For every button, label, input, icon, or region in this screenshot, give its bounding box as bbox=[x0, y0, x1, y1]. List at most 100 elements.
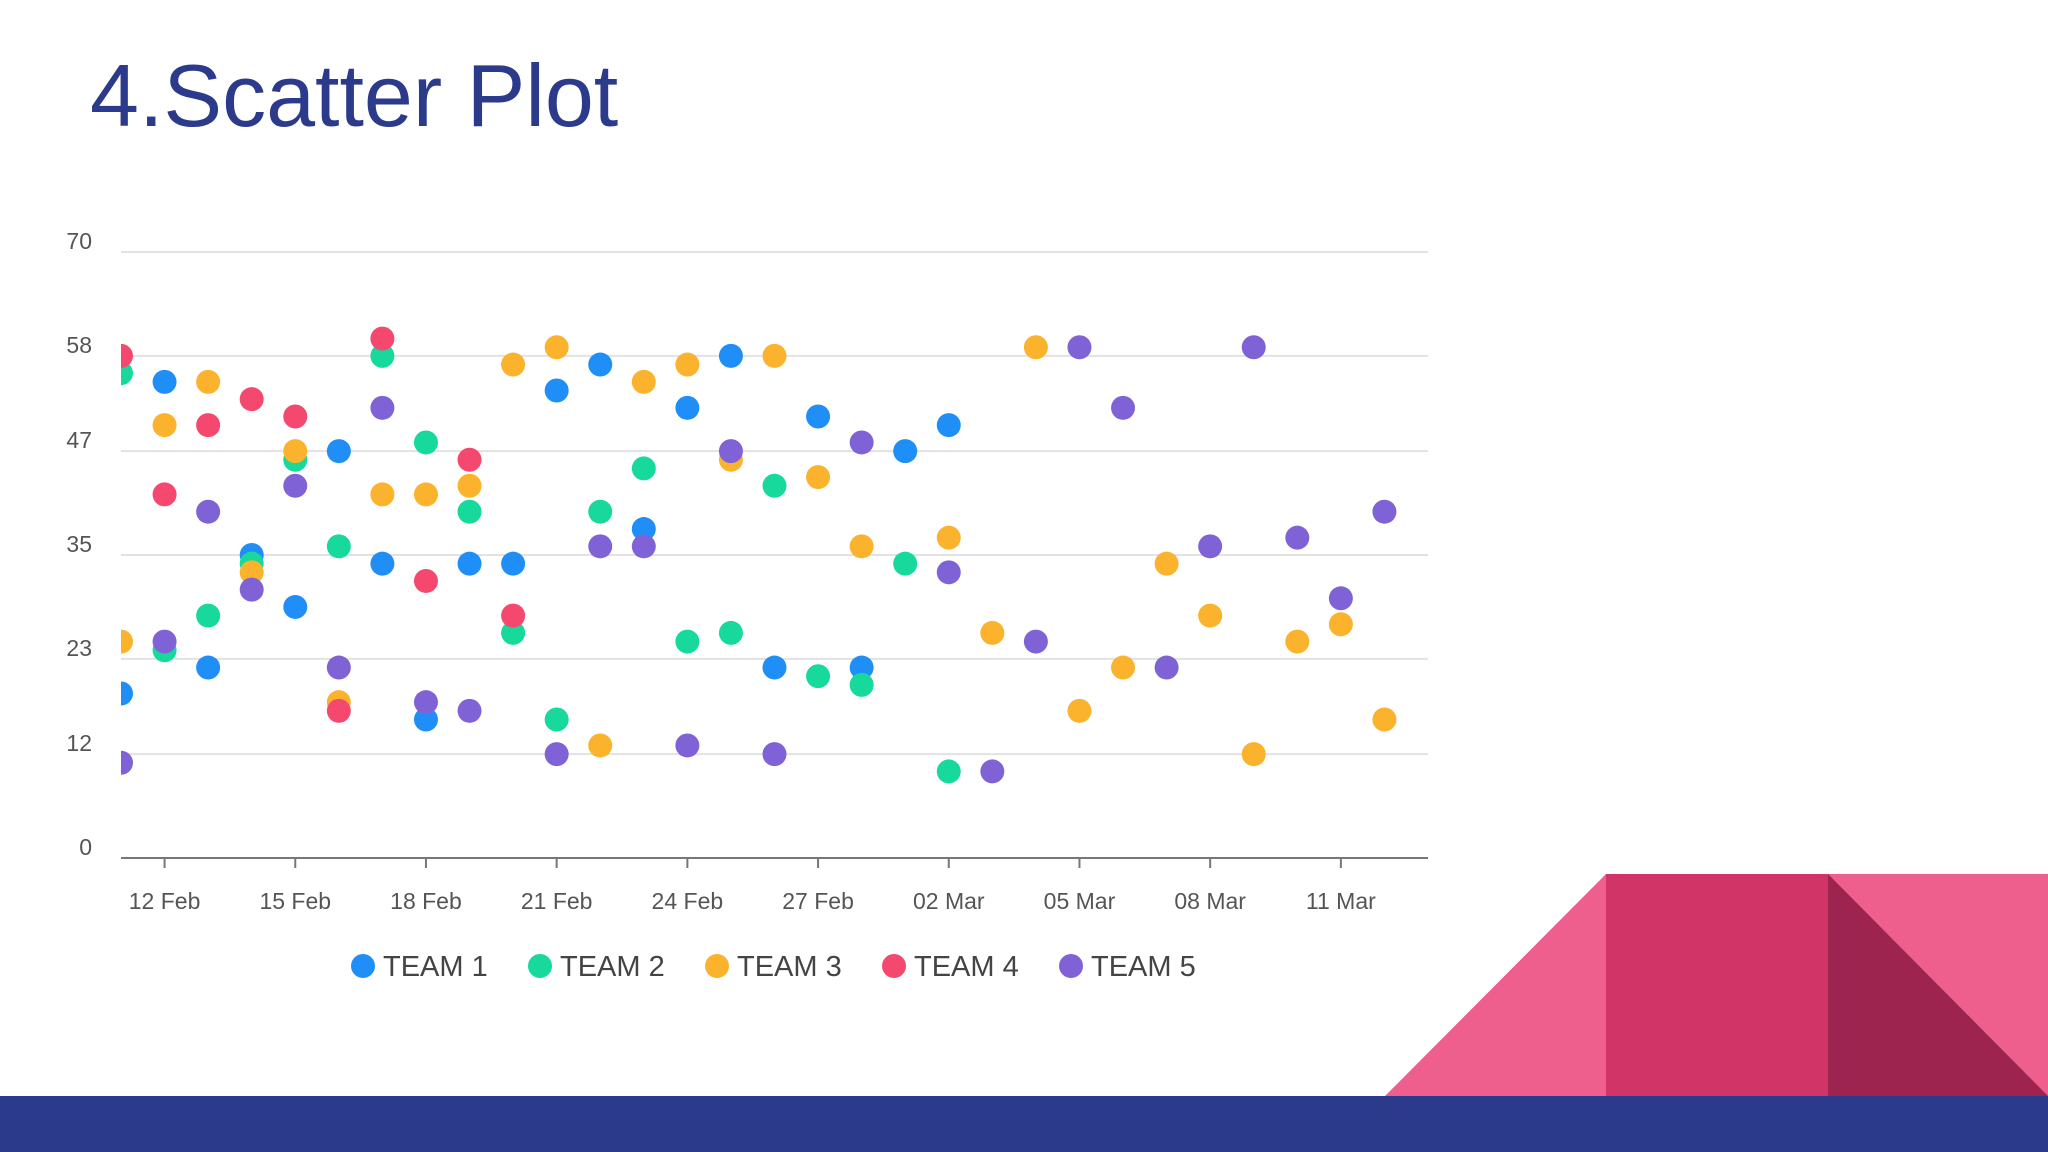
scatter-point[interactable] bbox=[588, 352, 613, 377]
scatter-point[interactable] bbox=[326, 698, 351, 723]
scatter-point[interactable] bbox=[980, 620, 1005, 645]
scatter-point[interactable] bbox=[1023, 335, 1048, 360]
scatter-point[interactable] bbox=[588, 534, 613, 559]
scatter-point[interactable] bbox=[326, 439, 351, 464]
scatter-point[interactable] bbox=[1154, 655, 1179, 680]
scatter-point[interactable] bbox=[413, 430, 438, 455]
scatter-point[interactable] bbox=[196, 603, 221, 628]
scatter-point[interactable] bbox=[1285, 629, 1310, 654]
scatter-point[interactable] bbox=[806, 465, 831, 490]
scatter-point[interactable] bbox=[152, 369, 177, 394]
scatter-point[interactable] bbox=[413, 482, 438, 507]
scatter-point[interactable] bbox=[109, 343, 133, 368]
scatter-point[interactable] bbox=[675, 352, 700, 377]
legend-item-team-3[interactable]: TEAM 3 bbox=[705, 951, 842, 983]
scatter-point[interactable] bbox=[1198, 603, 1223, 628]
scatter-point[interactable] bbox=[370, 326, 395, 351]
scatter-point[interactable] bbox=[196, 413, 221, 438]
scatter-point[interactable] bbox=[1067, 335, 1092, 360]
scatter-point[interactable] bbox=[849, 534, 874, 559]
scatter-point[interactable] bbox=[1372, 707, 1397, 732]
legend-item-team-5[interactable]: TEAM 5 bbox=[1059, 951, 1196, 983]
scatter-point[interactable] bbox=[675, 395, 700, 420]
scatter-point[interactable] bbox=[1023, 629, 1048, 654]
scatter-point[interactable] bbox=[675, 629, 700, 654]
scatter-point[interactable] bbox=[283, 473, 308, 498]
scatter-point[interactable] bbox=[239, 387, 264, 412]
scatter-point[interactable] bbox=[370, 343, 395, 368]
scatter-point[interactable] bbox=[936, 525, 961, 550]
scatter-point[interactable] bbox=[1328, 612, 1353, 637]
scatter-point[interactable] bbox=[196, 655, 221, 680]
scatter-point[interactable] bbox=[239, 577, 264, 602]
scatter-point[interactable] bbox=[544, 335, 569, 360]
legend-item-team-4[interactable]: TEAM 4 bbox=[882, 951, 1019, 983]
scatter-point[interactable] bbox=[109, 750, 133, 775]
scatter-point[interactable] bbox=[1241, 335, 1266, 360]
scatter-point[interactable] bbox=[152, 413, 177, 438]
scatter-point[interactable] bbox=[1067, 698, 1092, 723]
scatter-point[interactable] bbox=[152, 629, 177, 654]
scatter-point[interactable] bbox=[501, 352, 526, 377]
scatter-point[interactable] bbox=[544, 742, 569, 767]
scatter-point[interactable] bbox=[718, 439, 743, 464]
scatter-point[interactable] bbox=[457, 551, 482, 576]
scatter-point[interactable] bbox=[413, 707, 438, 732]
scatter-point[interactable] bbox=[1154, 551, 1179, 576]
scatter-point[interactable] bbox=[544, 707, 569, 732]
scatter-point[interactable] bbox=[893, 551, 918, 576]
scatter-point[interactable] bbox=[762, 343, 787, 368]
scatter-point[interactable] bbox=[283, 594, 308, 619]
scatter-point[interactable] bbox=[283, 404, 308, 429]
scatter-point[interactable] bbox=[326, 655, 351, 680]
scatter-point[interactable] bbox=[588, 499, 613, 524]
scatter-point[interactable] bbox=[588, 733, 613, 758]
scatter-point[interactable] bbox=[326, 534, 351, 559]
scatter-point[interactable] bbox=[1328, 586, 1353, 611]
scatter-point[interactable] bbox=[196, 499, 221, 524]
scatter-point[interactable] bbox=[806, 664, 831, 689]
scatter-point[interactable] bbox=[152, 482, 177, 507]
scatter-point[interactable] bbox=[1111, 395, 1136, 420]
scatter-point[interactable] bbox=[413, 568, 438, 593]
scatter-point[interactable] bbox=[457, 447, 482, 472]
scatter-point[interactable] bbox=[936, 759, 961, 784]
scatter-point[interactable] bbox=[849, 430, 874, 455]
scatter-point[interactable] bbox=[762, 655, 787, 680]
scatter-point[interactable] bbox=[718, 620, 743, 645]
scatter-point[interactable] bbox=[849, 655, 874, 680]
scatter-point[interactable] bbox=[631, 369, 656, 394]
scatter-point[interactable] bbox=[370, 395, 395, 420]
scatter-point[interactable] bbox=[849, 672, 874, 697]
scatter-point[interactable] bbox=[501, 603, 526, 628]
scatter-point[interactable] bbox=[1198, 534, 1223, 559]
scatter-point[interactable] bbox=[501, 551, 526, 576]
scatter-point[interactable] bbox=[1285, 525, 1310, 550]
legend-item-team-2[interactable]: TEAM 2 bbox=[528, 951, 665, 983]
scatter-point[interactable] bbox=[675, 733, 700, 758]
legend-item-team-1[interactable]: TEAM 1 bbox=[351, 951, 488, 983]
scatter-point[interactable] bbox=[196, 369, 221, 394]
scatter-point[interactable] bbox=[457, 698, 482, 723]
scatter-point[interactable] bbox=[370, 551, 395, 576]
scatter-point[interactable] bbox=[457, 473, 482, 498]
scatter-point[interactable] bbox=[631, 517, 656, 542]
scatter-point[interactable] bbox=[370, 482, 395, 507]
scatter-point[interactable] bbox=[631, 456, 656, 481]
scatter-point[interactable] bbox=[544, 378, 569, 403]
scatter-point[interactable] bbox=[413, 690, 438, 715]
scatter-point[interactable] bbox=[806, 404, 831, 429]
scatter-point[interactable] bbox=[501, 620, 526, 645]
scatter-point[interactable] bbox=[762, 742, 787, 767]
scatter-point[interactable] bbox=[1372, 499, 1397, 524]
scatter-point[interactable] bbox=[1241, 742, 1266, 767]
scatter-point[interactable] bbox=[109, 681, 133, 706]
scatter-point[interactable] bbox=[283, 439, 308, 464]
scatter-point[interactable] bbox=[457, 499, 482, 524]
scatter-point[interactable] bbox=[631, 534, 656, 559]
scatter-point[interactable] bbox=[718, 343, 743, 368]
scatter-point[interactable] bbox=[893, 439, 918, 464]
scatter-point[interactable] bbox=[239, 560, 264, 585]
scatter-point[interactable] bbox=[936, 560, 961, 585]
scatter-point[interactable] bbox=[980, 759, 1005, 784]
